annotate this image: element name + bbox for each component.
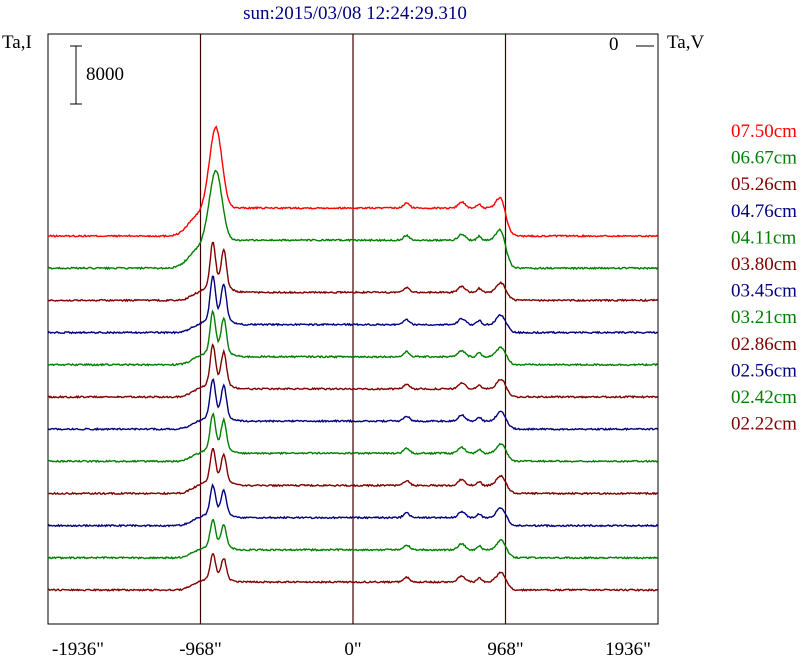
legend-entry: 02.22cm — [731, 414, 797, 435]
legend-entry: 07.50cm — [731, 121, 797, 142]
right-axis-label: Ta,V — [667, 32, 704, 53]
chart-texts: sun:2015/03/08 12:24:29.310 Ta,I Ta,V 0 … — [2, 3, 704, 85]
series-line-04.76cm — [47, 275, 658, 335]
series-line-02.22cm — [47, 553, 659, 592]
x-tick-label: 1936" — [605, 639, 651, 660]
legend-entry: 06.67cm — [731, 148, 797, 169]
x-tick-label: 968" — [487, 639, 523, 660]
legend-entry: 03.45cm — [731, 281, 797, 302]
scale-bar-label: 8000 — [86, 64, 124, 85]
legend-entry: 02.42cm — [731, 387, 797, 408]
series-line-06.67cm — [47, 169, 659, 271]
x-tick-label: -1936" — [52, 639, 104, 660]
chart-title: sun:2015/03/08 12:24:29.310 — [243, 3, 467, 24]
x-tick-label: -968" — [179, 639, 222, 660]
x-tick-labels: -1936" -968" 0" 968" 1936" — [52, 639, 651, 660]
series-line-04.11cm — [47, 309, 659, 367]
series-line-03.45cm — [47, 378, 659, 432]
series-line-07.50cm — [47, 125, 659, 238]
legend-entry: 03.21cm — [731, 307, 797, 328]
left-axis-label: Ta,I — [2, 32, 32, 53]
legend-entry: 03.80cm — [731, 254, 797, 275]
series-line-03.80cm — [48, 343, 658, 400]
right-zero-label: 0 — [609, 34, 619, 55]
series-line-02.86cm — [48, 448, 658, 496]
x-tick-label: 0" — [344, 639, 361, 660]
legend-entry: 05.26cm — [731, 174, 797, 195]
series-line-02.56cm — [47, 483, 659, 528]
intensity-scale-bar — [70, 45, 82, 105]
series-line-02.42cm — [47, 518, 659, 560]
legend-entry: 04.11cm — [731, 227, 796, 248]
legend-entry: 02.56cm — [731, 360, 797, 381]
series-curves — [47, 125, 659, 592]
legend-entry: 04.76cm — [731, 201, 797, 222]
vertical-reference-lines — [199, 34, 507, 624]
series-line-05.26cm — [47, 241, 659, 303]
legend: 07.50cm 06.67cm 05.26cm 04.76cm 04.11cm 03.80… — [731, 121, 797, 435]
legend-entry: 02.86cm — [731, 334, 797, 355]
series-line-03.21cm — [47, 412, 659, 464]
